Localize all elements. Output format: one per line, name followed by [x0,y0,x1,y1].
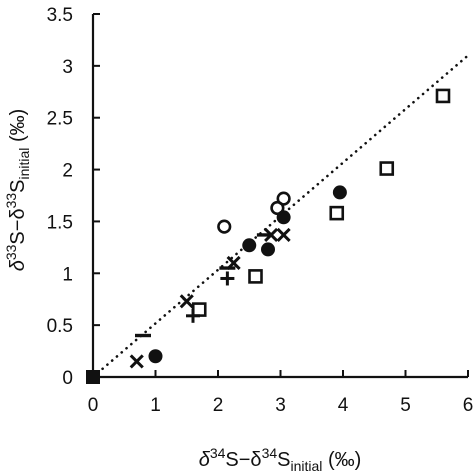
y-tick-label: 2 [62,161,73,182]
point-open-square [248,269,263,284]
point-open-circle [270,200,285,216]
point-filled-circle [242,238,257,253]
point-open-square [379,161,395,176]
point-plus [186,308,200,323]
y-tick-label: 3 [62,57,73,78]
y-tick-label: 3.5 [47,5,73,26]
x-axis-label: δ34S−δ34Sinitial (‰) [199,445,362,474]
point-filled-circle [261,242,275,257]
y-tick-label: 0.5 [47,316,73,337]
point-filled-square [86,370,100,384]
data-points [86,88,451,384]
y-tick-label: 0 [62,368,73,389]
point-cross [179,294,194,309]
axes [91,14,468,379]
point-open-square [329,205,345,221]
x-tick-label: 2 [213,395,224,416]
y-axis-label: δ33S−δ33Sinitial (‰) [3,109,32,272]
y-tick-label: 1 [62,264,73,285]
point-cross [276,227,291,242]
x-tick-label: 3 [275,395,286,416]
x-tick-label: 4 [338,395,349,416]
x-tick-label: 0 [88,395,99,416]
point-open-circle [276,191,291,206]
x-tick-label: 6 [463,395,474,416]
y-tick-label: 1.5 [47,212,73,233]
point-open-square [191,302,207,317]
point-cross [129,354,144,369]
x-tick-label: 1 [150,395,161,416]
tick-layer: 0 1 2 3 4 5 6 0 0.5 1 1.5 2 2.5 3 3.5 [47,5,474,416]
point-open-circle [217,219,232,234]
point-filled-circle [332,185,347,200]
y-tick-label: 2.5 [47,109,73,130]
point-plus [220,271,235,286]
point-filled-circle [148,349,163,364]
x-tick-label: 5 [400,395,411,416]
point-open-square [435,88,451,104]
